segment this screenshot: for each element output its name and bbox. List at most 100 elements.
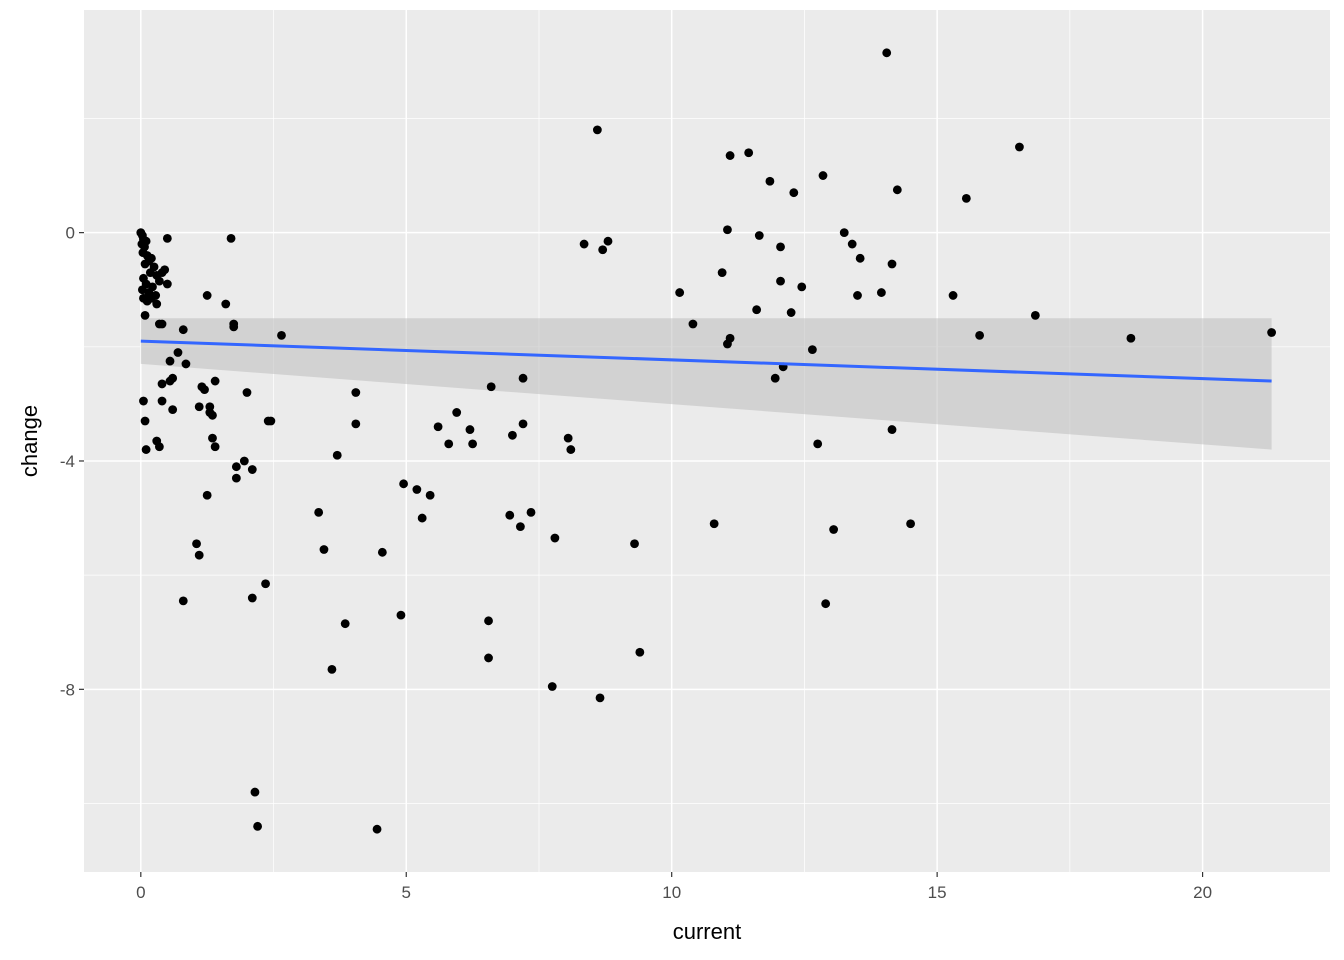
data-point — [839, 228, 849, 238]
data-point — [242, 388, 252, 397]
data-point — [770, 373, 780, 383]
data-point — [192, 539, 201, 549]
data-point — [399, 479, 408, 489]
x-tick-label: 5 — [402, 883, 411, 902]
data-point — [412, 485, 422, 494]
y-tick-label: -8 — [60, 680, 75, 699]
data-point — [821, 599, 831, 609]
data-point — [829, 525, 839, 534]
data-point — [818, 171, 828, 180]
data-point — [744, 148, 754, 158]
data-point — [892, 185, 902, 195]
data-point — [882, 48, 892, 58]
data-point — [518, 373, 528, 383]
data-point — [550, 533, 560, 543]
data-point — [855, 253, 865, 263]
data-point — [266, 416, 276, 426]
data-point — [221, 299, 231, 309]
data-point — [603, 236, 613, 246]
data-point — [452, 408, 462, 417]
data-point — [468, 439, 478, 449]
data-point — [887, 259, 897, 269]
y-tick-label: -4 — [60, 452, 75, 471]
data-point — [210, 376, 220, 386]
data-point — [1015, 142, 1024, 152]
data-point — [157, 379, 167, 389]
data-point — [725, 333, 735, 343]
panel-background — [84, 10, 1330, 872]
x-tick-label: 10 — [662, 883, 681, 902]
data-point — [202, 291, 212, 300]
data-point — [147, 253, 156, 263]
data-point — [168, 405, 178, 415]
data-point — [332, 450, 342, 460]
data-point — [444, 439, 454, 449]
data-point — [887, 425, 897, 434]
data-point — [876, 288, 886, 297]
y-tick-label: 0 — [66, 224, 75, 243]
data-point — [709, 519, 719, 529]
data-point — [377, 547, 387, 557]
data-point — [484, 616, 493, 626]
data-point — [351, 388, 361, 397]
data-point — [253, 821, 263, 831]
x-tick-label: 0 — [136, 883, 145, 902]
data-point — [194, 402, 204, 412]
data-point — [592, 125, 602, 135]
data-point — [247, 593, 257, 603]
data-point — [505, 510, 515, 520]
data-point — [515, 522, 525, 532]
data-point — [340, 619, 350, 629]
data-point — [154, 276, 164, 286]
data-point — [961, 193, 971, 203]
data-point — [210, 442, 220, 452]
data-point — [486, 382, 496, 392]
data-point — [160, 265, 170, 275]
data-point — [465, 425, 475, 434]
data-point — [417, 513, 427, 523]
data-point — [518, 419, 528, 429]
data-point — [314, 507, 324, 517]
data-point — [484, 653, 493, 663]
data-point — [181, 359, 191, 369]
data-point — [194, 550, 204, 560]
data-point — [1126, 333, 1136, 343]
data-point — [797, 282, 807, 292]
data-point — [250, 787, 260, 797]
data-point — [948, 291, 958, 300]
data-point — [247, 465, 257, 474]
data-point — [165, 356, 175, 366]
data-point — [675, 288, 685, 297]
data-point — [200, 385, 209, 395]
data-point — [579, 239, 589, 249]
data-points — [136, 48, 1277, 834]
data-point — [776, 276, 785, 286]
data-point — [508, 430, 517, 440]
data-point — [147, 293, 156, 303]
data-point — [152, 299, 162, 309]
data-point — [157, 319, 167, 329]
data-point — [433, 422, 443, 432]
data-point — [563, 433, 573, 443]
x-tick-label: 20 — [1193, 883, 1212, 902]
data-point — [906, 519, 915, 529]
data-point — [208, 433, 217, 443]
data-point — [208, 410, 217, 420]
data-point — [141, 236, 151, 246]
data-point — [813, 439, 823, 449]
data-point — [598, 245, 608, 255]
data-point — [765, 176, 775, 186]
data-point — [141, 445, 151, 454]
data-point — [807, 345, 817, 355]
data-point — [752, 305, 762, 315]
data-point — [239, 456, 249, 466]
data-point — [202, 490, 212, 500]
data-point — [717, 268, 727, 277]
data-point — [526, 507, 536, 517]
data-point — [1030, 311, 1040, 320]
data-point — [173, 348, 183, 357]
data-point — [277, 330, 286, 340]
data-point — [140, 416, 150, 426]
data-point — [754, 231, 764, 240]
